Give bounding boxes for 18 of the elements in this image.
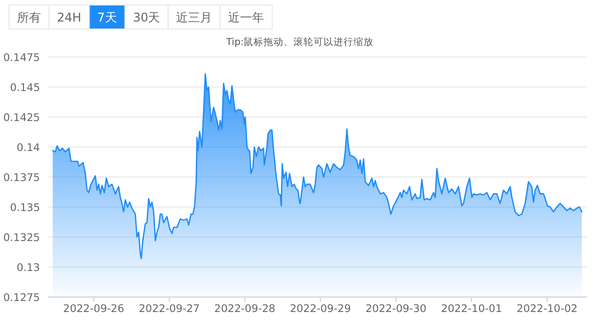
y-tick-label: 0.14 (16, 142, 40, 154)
x-tick-label: 2022-09-26 (63, 303, 124, 315)
range-buttons: 所有 24H 7天 30天 近三月 近一年 (8, 4, 273, 30)
y-tick-label: 0.1275 (3, 292, 40, 304)
x-tick-label: 2022-09-27 (138, 303, 200, 315)
x-tick-label: 2022-10-02 (516, 303, 578, 315)
x-tick-label: 2022-09-30 (365, 303, 426, 315)
y-tick-label: 0.145 (10, 82, 40, 94)
chart-subtitle: Tip:鼠标拖动、滚轮可以进行缩放 (225, 36, 374, 48)
x-tick-label: 2022-09-28 (214, 303, 276, 315)
y-tick-label: 0.135 (10, 202, 40, 214)
y-tick-label: 0.1425 (3, 112, 40, 124)
y-tick-label: 0.1375 (3, 172, 40, 184)
y-tick-label: 0.1475 (3, 52, 40, 64)
y-tick-label: 0.13 (16, 262, 40, 274)
x-tick-label: 2022-10-01 (441, 303, 502, 315)
x-tick-label: 2022-09-29 (290, 303, 351, 315)
y-tick-label: 0.1325 (3, 232, 40, 244)
